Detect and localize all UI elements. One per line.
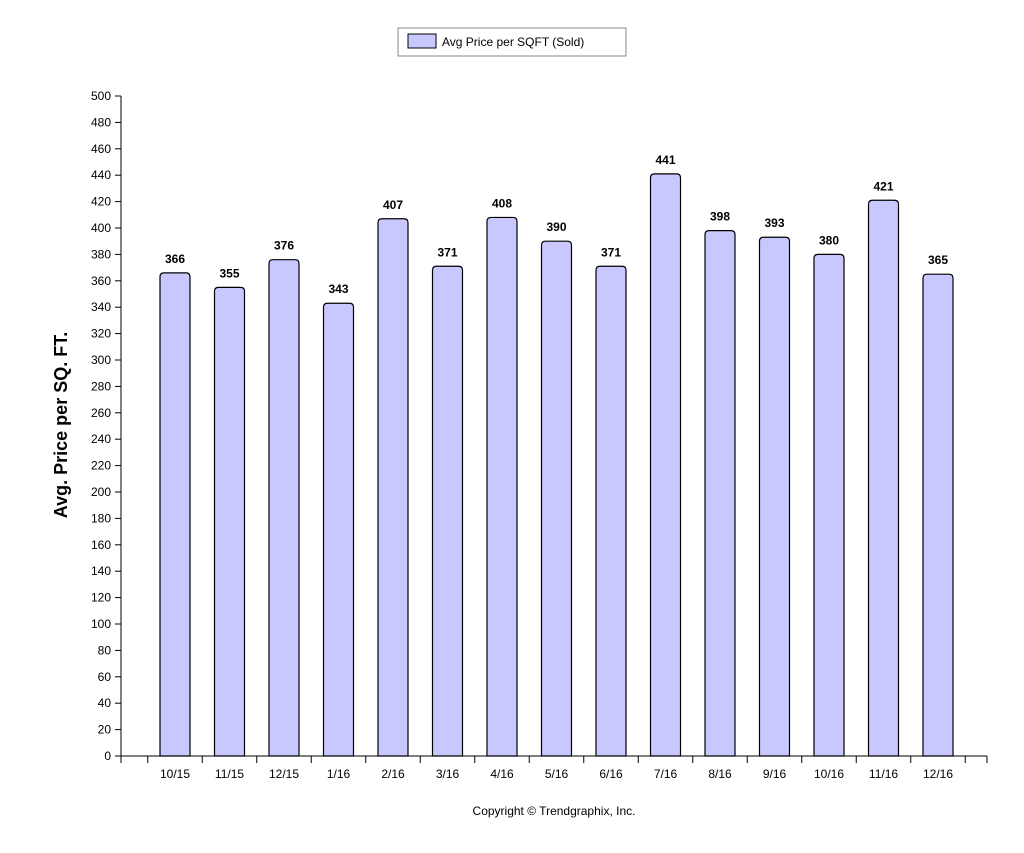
y-tick-label: 120 (91, 591, 111, 605)
bar-value-label: 355 (219, 266, 239, 280)
bar (213, 286, 246, 757)
y-tick-label: 280 (91, 379, 111, 393)
y-tick-label: 40 (98, 696, 112, 710)
bar-value-label: 343 (328, 282, 348, 296)
x-tick-label: 12/16 (923, 767, 953, 781)
y-tick-label: 100 (91, 617, 111, 631)
x-tick-label: 1/16 (327, 767, 351, 781)
y-tick-label: 340 (91, 300, 111, 314)
y-tick-label: 240 (91, 432, 111, 446)
y-tick-label: 500 (91, 89, 111, 103)
bar-value-label: 371 (437, 245, 457, 259)
bar-value-label: 376 (274, 239, 294, 253)
x-tick-label: 12/15 (269, 767, 299, 781)
y-axis-label: Avg. Price per SQ. FT. (51, 332, 71, 518)
y-tick-label: 460 (91, 142, 111, 156)
y-tick-label: 440 (91, 168, 111, 182)
bar-value-label: 393 (764, 216, 784, 230)
legend-label: Avg Price per SQFT (Sold) (442, 35, 584, 49)
bar (595, 265, 627, 757)
bar (377, 218, 409, 757)
y-tick-label: 220 (91, 459, 111, 473)
bar-value-label: 398 (710, 210, 730, 224)
y-tick-label: 160 (91, 538, 111, 552)
x-tick-label: 10/16 (814, 767, 844, 781)
x-tick-label: 3/16 (436, 767, 460, 781)
bar-value-label: 421 (873, 179, 893, 193)
x-tick-label: 2/16 (381, 767, 405, 781)
y-tick-label: 420 (91, 195, 111, 209)
x-tick-label: 11/16 (869, 767, 898, 781)
bar (159, 272, 191, 757)
bar (922, 273, 954, 757)
bar-value-label: 441 (655, 153, 675, 167)
x-tick-label: 10/15 (160, 767, 190, 781)
bar (540, 240, 573, 757)
x-tick-label: 7/16 (654, 767, 678, 781)
bar-value-label: 407 (383, 198, 403, 212)
bar-value-label: 390 (546, 220, 566, 234)
bar (867, 199, 900, 757)
x-tick-label: 11/15 (215, 767, 244, 781)
y-tick-label: 260 (91, 406, 111, 420)
bar (758, 236, 791, 757)
y-tick-label: 20 (98, 723, 112, 737)
bar-value-label: 380 (819, 233, 839, 247)
y-tick-label: 0 (104, 749, 111, 763)
bar-value-label: 371 (601, 245, 621, 259)
x-tick-label: 6/16 (599, 767, 623, 781)
bar (649, 173, 682, 757)
bar-value-label: 408 (492, 196, 512, 210)
y-tick-label: 200 (91, 485, 111, 499)
y-tick-label: 380 (91, 247, 111, 261)
y-tick-label: 360 (91, 274, 111, 288)
y-tick-label: 60 (98, 670, 112, 684)
y-tick-label: 400 (91, 221, 111, 235)
legend-swatch (407, 33, 437, 49)
bar (322, 302, 355, 757)
bars: 366 355 376 343 407 371 408 390 371 441 398 393 380 4… (159, 153, 954, 757)
y-tick-label: 180 (91, 511, 111, 525)
x-tick-label: 4/16 (490, 767, 514, 781)
bar (813, 253, 845, 757)
y-tick-label: 320 (91, 327, 111, 341)
bar (704, 230, 736, 757)
x-tick-label: 8/16 (708, 767, 732, 781)
bar (486, 216, 518, 757)
y-tick-label: 140 (91, 564, 111, 578)
bar-value-label: 365 (928, 253, 948, 267)
bar-value-label: 366 (165, 252, 185, 266)
x-tick-label: 9/16 (763, 767, 787, 781)
bar (431, 265, 464, 757)
x-axis: 10/15 11/15 12/15 1/16 2/16 3/16 4/16 5/16 6/16 7… (120, 755, 988, 781)
y-tick-label: 80 (98, 643, 112, 657)
y-tick-label: 300 (91, 353, 111, 367)
bar (268, 259, 300, 757)
x-tick-label: 5/16 (545, 767, 569, 781)
legend: Avg Price per SQFT (Sold) (397, 27, 627, 57)
copyright-text: Copyright © Trendgraphix, Inc. (473, 804, 636, 818)
y-axis: 0 20 40 60 80 100 120 140 160 180 200 220 240 260 280 3… (91, 89, 122, 763)
y-tick-label: 480 (91, 115, 111, 129)
